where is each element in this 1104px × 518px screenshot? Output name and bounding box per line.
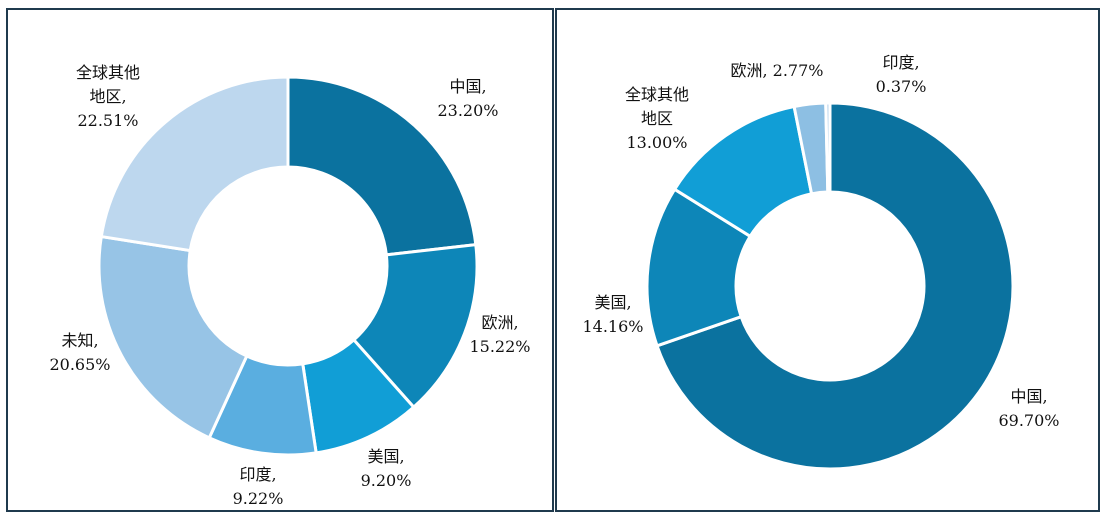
slice-label: 欧洲, 15.22% [469,313,530,356]
slice-label: 美国, 9.20% [361,447,412,490]
slice-label: 中国, 23.20% [437,77,498,120]
donut-slice [824,101,832,194]
slice-label: 全球其他地区, 22.51% [76,63,140,130]
chart-panel-right: 中国, 69.70% 美国, 14.16% 全球其他地区 13.00% 欧洲, 2.77% 印… [555,8,1100,512]
donut-chart-right: 中国, 69.70% 美国, 14.16% 全球其他地区 13.00% 欧洲, 2.77% 印… [582,53,1060,471]
chart-panel-left: 中国, 23.20% 欧洲, 15.22% 美国, 9.20% 印度, 9.22% 未知, 20.… [6,8,554,512]
slice-label: 印度, 0.37% [876,53,927,96]
slice-label: 欧洲, 2.77% [730,61,823,80]
slice-label: 印度, 9.22% [233,465,284,508]
donut-slice [99,75,290,253]
slice-label: 中国, 69.70% [998,387,1059,430]
slice-label: 美国, 14.16% [582,293,643,336]
donut-slice [97,234,249,440]
donut-slice [655,101,1015,471]
donut-chart-left: 中国, 23.20% 欧洲, 15.22% 美国, 9.20% 印度, 9.22% 未知, 20.… [49,63,530,508]
donut-slice [286,75,478,257]
slice-label: 全球其他地区 13.00% [625,85,689,152]
slice-label: 未知, 20.65% [49,331,110,374]
